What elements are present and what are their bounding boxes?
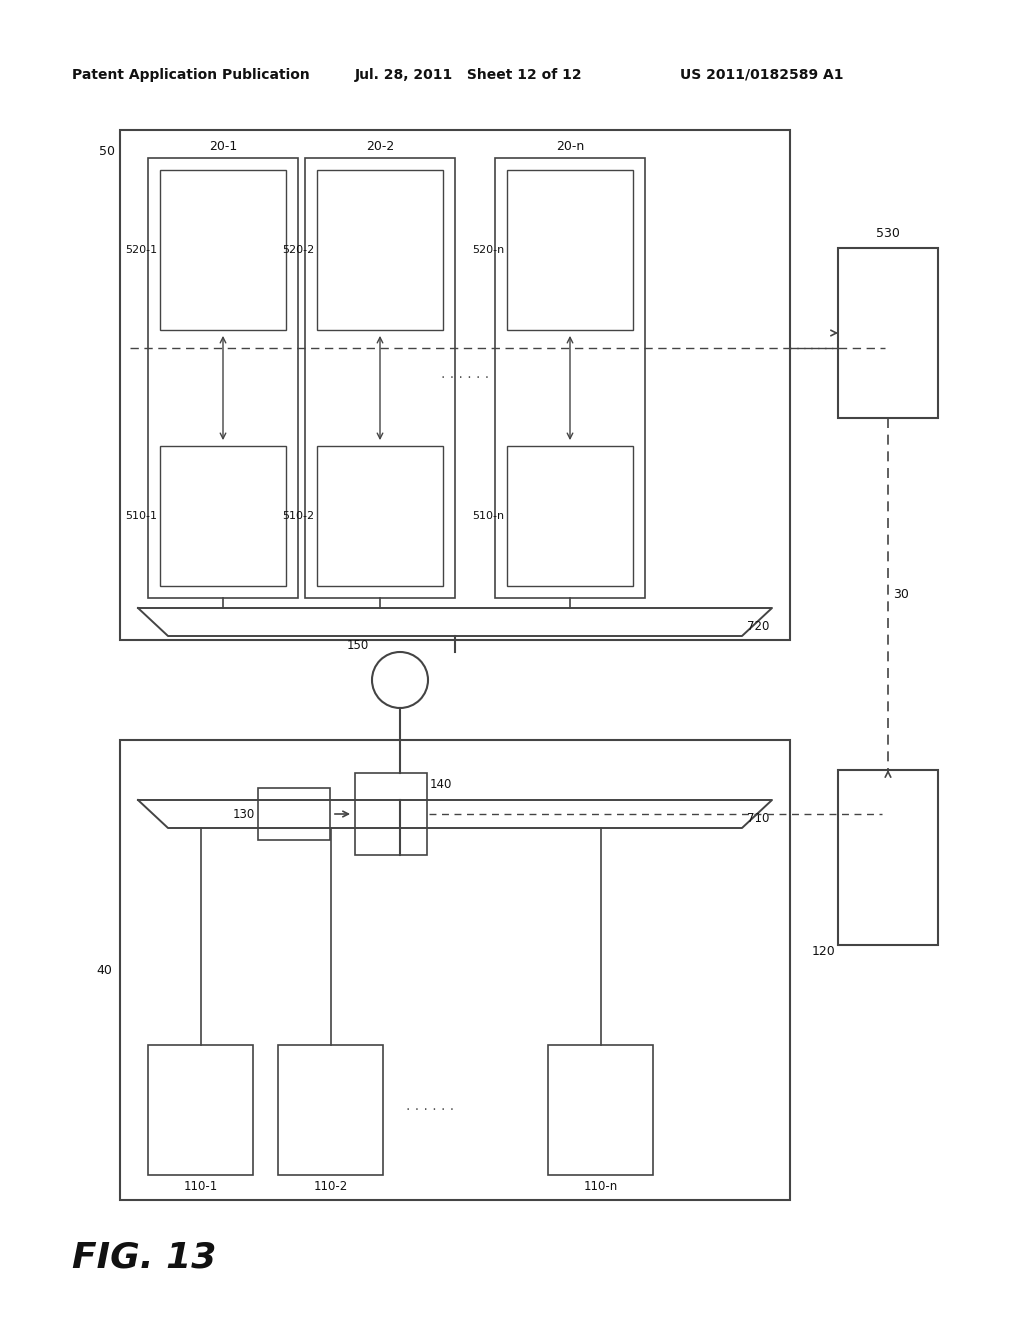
Text: 710: 710 (746, 812, 769, 825)
Text: Jul. 28, 2011   Sheet 12 of 12: Jul. 28, 2011 Sheet 12 of 12 (355, 69, 583, 82)
Text: · · · · · ·: · · · · · · (406, 1104, 454, 1117)
Text: 510-n: 510-n (472, 511, 504, 521)
Text: 150: 150 (347, 639, 369, 652)
Polygon shape (138, 609, 772, 636)
Text: FIG. 13: FIG. 13 (72, 1239, 216, 1274)
Text: 110-1: 110-1 (183, 1180, 218, 1193)
Bar (355, 774, 427, 855)
Text: 720: 720 (746, 620, 769, 634)
Text: · · · · · ·: · · · · · · (441, 371, 489, 385)
Text: US 2011/0182589 A1: US 2011/0182589 A1 (680, 69, 844, 82)
Text: 30: 30 (893, 587, 909, 601)
Text: 520-n: 520-n (472, 246, 504, 255)
Text: 20-2: 20-2 (366, 140, 394, 153)
Bar (838, 248, 938, 418)
Text: 50: 50 (99, 145, 115, 158)
Bar (507, 446, 633, 586)
Bar (305, 158, 455, 598)
Text: 520-2: 520-2 (282, 246, 314, 255)
Text: 120: 120 (811, 945, 835, 958)
Text: 510-2: 510-2 (282, 511, 314, 521)
Bar (120, 129, 790, 640)
Text: 530: 530 (877, 227, 900, 240)
Bar (838, 770, 938, 945)
Bar (160, 170, 286, 330)
Bar (548, 1045, 653, 1175)
Bar (317, 446, 443, 586)
Bar (148, 158, 298, 598)
Bar (317, 170, 443, 330)
Bar (160, 446, 286, 586)
Text: Patent Application Publication: Patent Application Publication (72, 69, 309, 82)
Polygon shape (138, 800, 772, 828)
Bar (120, 741, 790, 1200)
Text: 130: 130 (232, 808, 255, 821)
Text: 110-2: 110-2 (313, 1180, 347, 1193)
Text: 40: 40 (96, 964, 112, 977)
Bar (148, 1045, 253, 1175)
Bar (495, 158, 645, 598)
Text: 140: 140 (430, 777, 453, 791)
Bar (278, 1045, 383, 1175)
Text: 510-1: 510-1 (125, 511, 157, 521)
Text: 110-n: 110-n (584, 1180, 617, 1193)
Bar (507, 170, 633, 330)
Bar (258, 788, 330, 840)
Text: 20-1: 20-1 (209, 140, 238, 153)
Text: 20-n: 20-n (556, 140, 584, 153)
Text: 520-1: 520-1 (125, 246, 157, 255)
